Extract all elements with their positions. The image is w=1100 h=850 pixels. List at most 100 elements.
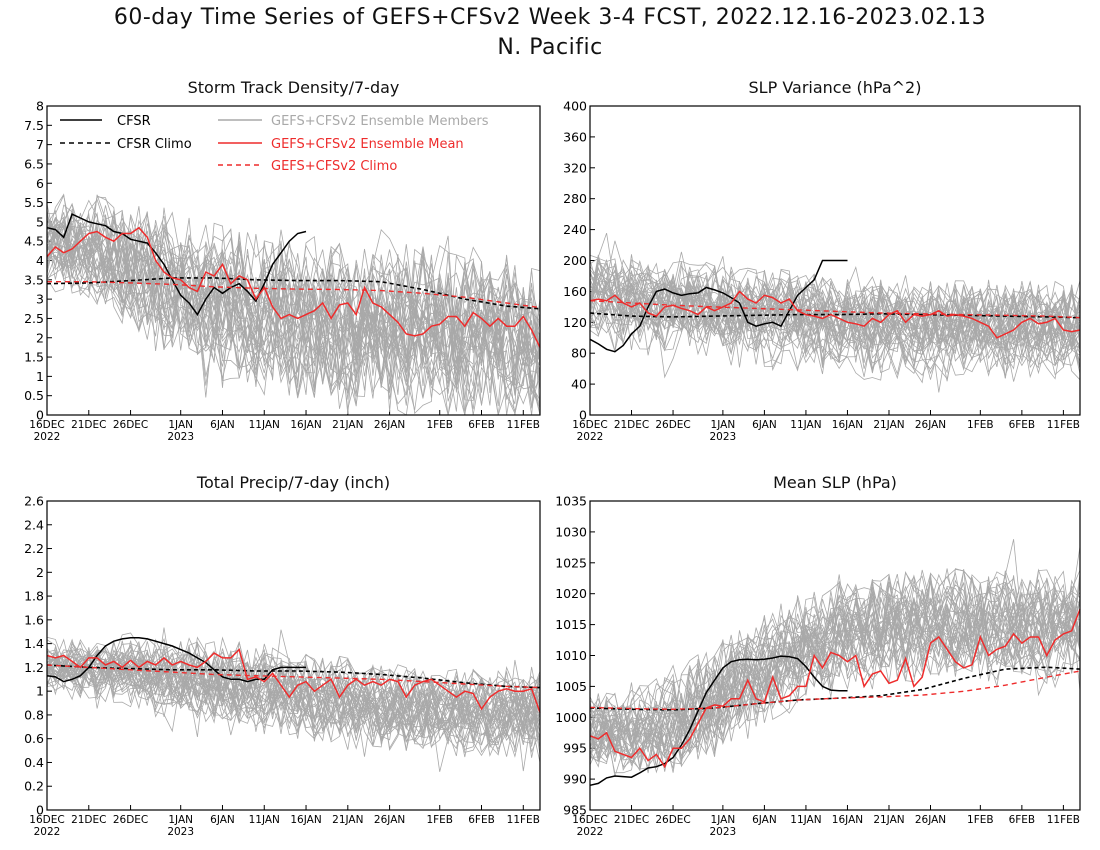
x-tick-label: 21DEC (614, 814, 649, 826)
y-tick-label: 320 (563, 160, 587, 175)
x-tick-label: 6JAN (210, 419, 235, 431)
y-tick-label: 2.5 (24, 311, 44, 326)
panel-title: Storm Track Density/7-day (188, 78, 400, 97)
y-tick-label: 5 (36, 214, 44, 229)
y-tick-label: 2.4 (24, 517, 44, 532)
y-tick-label: 8 (36, 99, 44, 114)
x-tick-year: 2022 (34, 431, 61, 443)
x-tick-label: 26DEC (113, 814, 148, 826)
series-gefs-cfsv2-climo (46, 664, 541, 689)
ensemble-member-line (589, 585, 1081, 748)
x-tick-label: 1JAN (168, 419, 193, 431)
series-gefs-cfsv2-ensemble-mean (46, 226, 541, 348)
x-tick-label: 21JAN (332, 419, 363, 431)
ensemble-members (589, 539, 1081, 777)
series-gefs-cfsv2-ensemble-mean (589, 608, 1081, 769)
y-tick-label: 240 (563, 222, 587, 237)
legend-label-cfsr_climo: CFSR Climo (117, 137, 192, 152)
x-tick-label: 1FEB (426, 419, 453, 431)
series-gefs-cfsv2-climo (47, 281, 541, 309)
y-tick-label: 1 (36, 369, 44, 384)
ensemble-member-line (46, 655, 541, 772)
ensemble-member-line (589, 568, 1081, 738)
ensemble-member-line (46, 640, 541, 730)
y-tick-label: 1005 (555, 679, 587, 694)
y-tick-label: 120 (563, 315, 587, 330)
plot-frame (46, 105, 541, 416)
y-tick-label: 0 (36, 408, 44, 423)
ensemble-member-line (589, 306, 1081, 382)
x-tick-label: 1FEB (967, 814, 994, 826)
figure-title: 60-day Time Series of GEFS+CFSv2 Week 3-… (113, 5, 987, 30)
y-tick-label: 2.6 (24, 494, 44, 509)
x-tick-label: 1JAN (711, 814, 736, 826)
y-tick-label: 280 (563, 191, 587, 206)
y-tick-label: 1 (36, 684, 44, 699)
x-tick-label: 1JAN (168, 814, 193, 826)
ensemble-member-line (589, 261, 1081, 349)
ensemble-member-line (589, 597, 1081, 770)
x-tick-label: 6JAN (752, 814, 777, 826)
y-tick-label: 160 (563, 284, 587, 299)
ensemble-member-line (46, 643, 541, 725)
ensemble-member-line (589, 577, 1081, 753)
y-tick-label: 0.8 (24, 707, 44, 722)
x-tick-label: 21DEC (614, 419, 649, 431)
x-tick-label: 16DEC (572, 814, 607, 826)
x-tick-label: 21JAN (873, 419, 904, 431)
series-cfsr (46, 636, 306, 683)
x-tick-label: 16DEC (572, 419, 607, 431)
y-tick-label: 200 (563, 253, 587, 268)
ensemble-member-line (589, 281, 1081, 376)
x-tick-label: 26JAN (915, 814, 946, 826)
ensemble-member-line (589, 601, 1081, 774)
x-tick-label: 6FEB (1009, 419, 1036, 431)
series-gefs-cfsv2-ensemble-mean (46, 648, 541, 713)
x-tick-label: 11FEB (1047, 814, 1080, 826)
x-tick-label: 11JAN (249, 419, 280, 431)
x-tick-year: 2022 (577, 826, 604, 838)
x-tick-label: 6JAN (210, 814, 235, 826)
y-tick-label: 2 (36, 565, 44, 580)
x-tick-label: 26DEC (655, 814, 690, 826)
x-tick-label: 26DEC (113, 419, 148, 431)
panel-title: Total Precip/7-day (inch) (196, 473, 390, 492)
x-tick-label: 6FEB (1009, 814, 1036, 826)
ensemble-member-line (589, 595, 1081, 770)
y-tick-label: 1030 (555, 524, 587, 539)
x-tick-label: 16DEC (29, 419, 64, 431)
y-tick-label: 40 (571, 377, 587, 392)
ensemble-member-line (589, 262, 1081, 346)
legend-label-climo: GEFS+CFSv2 Climo (271, 159, 397, 174)
x-tick-label: 1JAN (711, 419, 736, 431)
y-tick-label: 80 (571, 346, 587, 361)
legend: CFSR CFSR Climo GEFS+CFSv2 Ensemble Member… (60, 114, 489, 174)
y-tick-label: 1.4 (24, 636, 44, 651)
y-tick-label: 0 (36, 803, 44, 818)
series-cfsr (589, 655, 848, 787)
x-tick-label: 6FEB (468, 814, 495, 826)
y-tick-label: 0.4 (24, 755, 44, 770)
x-tick-label: 11JAN (249, 814, 280, 826)
ensemble-member-line (589, 600, 1081, 768)
ensemble-member-line (589, 568, 1081, 741)
ensemble-member-line (589, 568, 1081, 749)
y-tick-label: 1000 (555, 710, 587, 725)
ensemble-member-line (46, 216, 541, 416)
legend-label-mean: GEFS+CFSv2 Ensemble Mean (271, 137, 464, 152)
series-gefs-cfsv2-climo (589, 670, 1081, 711)
ensemble-member-line (589, 269, 1081, 355)
series-gefs-cfsv2-climo (589, 300, 1081, 319)
series-cfsr (589, 259, 848, 353)
ensemble-member-line (46, 649, 541, 740)
x-tick-label: 6JAN (752, 419, 777, 431)
x-tick-year: 2023 (710, 826, 737, 838)
ensemble-member-line (46, 656, 541, 757)
y-tick-label: 0 (579, 408, 587, 423)
x-tick-label: 11FEB (507, 419, 540, 431)
panel-title: Mean SLP (hPa) (773, 473, 897, 492)
y-tick-label: 4 (36, 253, 44, 268)
legend-label-members: GEFS+CFSv2 Ensemble Members (271, 114, 489, 129)
y-tick-label: 1.2 (24, 660, 44, 675)
x-tick-label: 11JAN (790, 814, 821, 826)
